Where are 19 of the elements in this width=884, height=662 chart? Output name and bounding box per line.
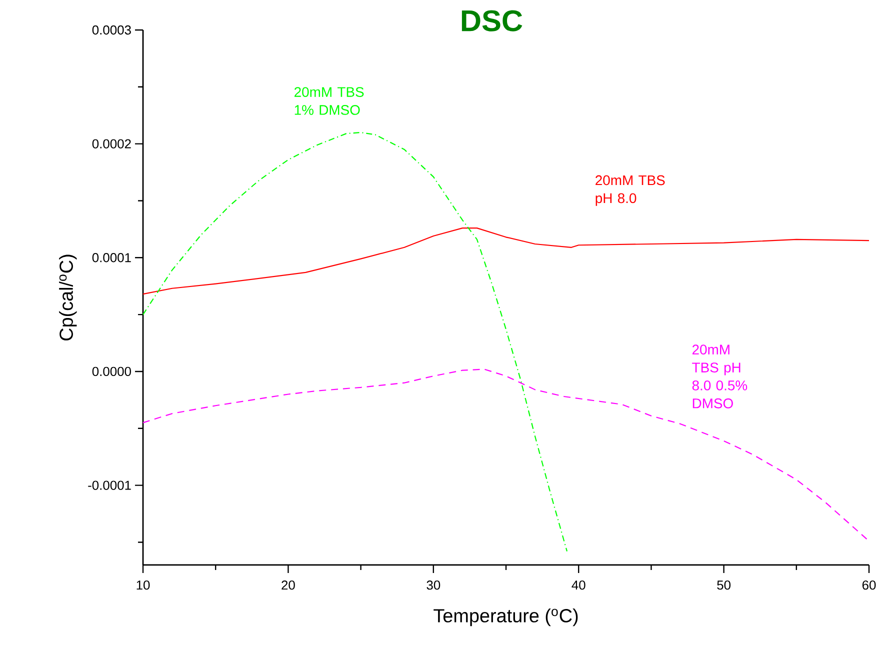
- x-tick-label: 30: [426, 580, 440, 590]
- y-tick-label: 0.0000: [92, 366, 131, 376]
- y-tick-label: 0.0001: [92, 253, 131, 262]
- series-label: 20mM TBS pH 8.0 0.5% DMSO: [692, 344, 748, 408]
- y-tick-label: -0.0001: [88, 480, 131, 490]
- y-tick-label: 0.0002: [92, 139, 131, 148]
- y-tick-label: 0.0003: [92, 25, 131, 35]
- x-tick-label: 60: [862, 580, 876, 590]
- x-axis-title: Temperature ($^{o}$C): [434, 608, 578, 626]
- x-tick-label: 20: [282, 580, 295, 590]
- x-tick-label: 10: [136, 580, 150, 590]
- x-tick-label: 50: [717, 580, 731, 590]
- x-tick-label: 40: [572, 580, 586, 590]
- y-axis-title: Cp(cal/$^{o}$C): [59, 254, 77, 340]
- series-label: 20mM TBS 1% DMSO: [294, 87, 364, 115]
- line-series: [142, 228, 870, 295]
- text: 20mM TBS pH 8.0: [596, 175, 665, 206]
- chart-title: DSC: [462, 10, 522, 32]
- line-series: [142, 132, 568, 552]
